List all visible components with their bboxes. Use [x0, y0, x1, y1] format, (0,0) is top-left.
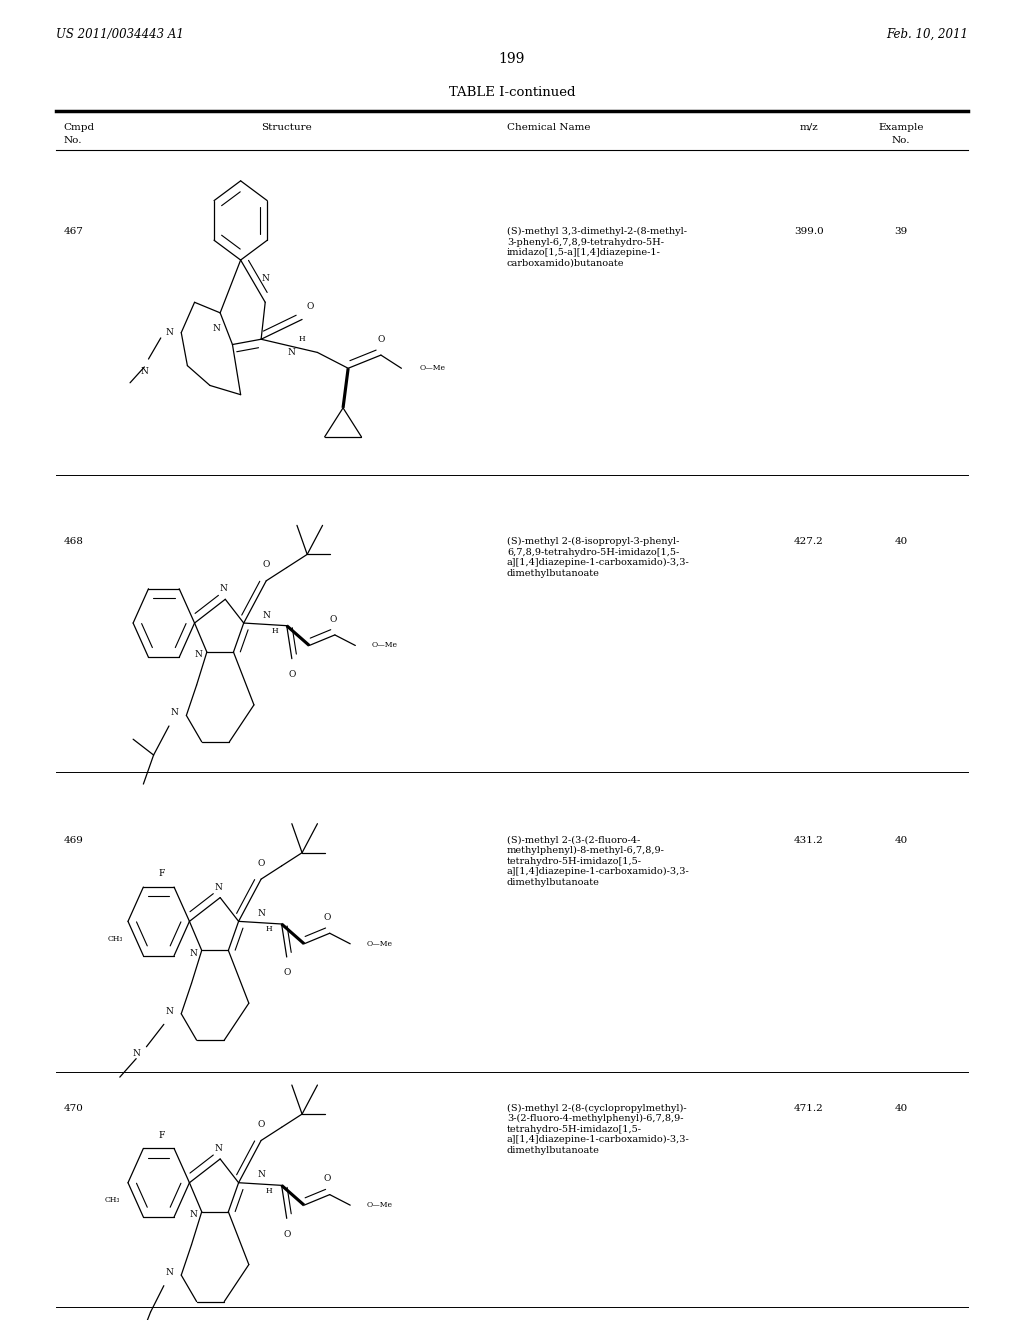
Text: 427.2: 427.2	[794, 537, 824, 546]
Text: N: N	[214, 1144, 222, 1152]
Text: N: N	[257, 909, 265, 917]
Text: 40: 40	[895, 537, 907, 546]
Text: H: H	[266, 925, 272, 933]
Text: 40: 40	[895, 1104, 907, 1113]
Text: 399.0: 399.0	[794, 227, 824, 236]
Text: 199: 199	[499, 53, 525, 66]
Text: N: N	[132, 1049, 140, 1057]
Text: N: N	[140, 367, 148, 376]
Text: O—Me: O—Me	[367, 940, 392, 948]
Text: CH₃: CH₃	[104, 1196, 121, 1204]
Text: Structure: Structure	[261, 123, 312, 132]
Text: N: N	[219, 585, 227, 593]
Text: Feb. 10, 2011: Feb. 10, 2011	[886, 28, 968, 41]
Text: Example: Example	[879, 123, 924, 132]
Text: US 2011/0034443 A1: US 2011/0034443 A1	[56, 28, 184, 41]
Text: F: F	[159, 870, 165, 878]
Text: O: O	[306, 302, 314, 310]
Text: 469: 469	[63, 836, 83, 845]
Text: (S)-methyl 2-(8-isopropyl-3-phenyl-
6,7,8,9-tetrahydro-5H-imidazo[1,5-
a][1,4]di: (S)-methyl 2-(8-isopropyl-3-phenyl- 6,7,…	[507, 537, 689, 578]
Text: N: N	[189, 949, 198, 957]
Text: CH₃: CH₃	[108, 935, 124, 942]
Text: (S)-methyl 2-(3-(2-fluoro-4-
methylphenyl)-8-methyl-6,7,8,9-
tetrahydro-5H-imida: (S)-methyl 2-(3-(2-fluoro-4- methylpheny…	[507, 836, 689, 887]
Text: 467: 467	[63, 227, 83, 236]
Text: N: N	[165, 329, 173, 337]
Text: TABLE I-continued: TABLE I-continued	[449, 86, 575, 99]
Text: N: N	[189, 1210, 198, 1218]
Text: H: H	[271, 627, 278, 635]
Text: O—Me: O—Me	[367, 1201, 392, 1209]
Text: H: H	[266, 1187, 272, 1195]
Text: O: O	[377, 335, 385, 343]
Text: m/z: m/z	[800, 123, 818, 132]
Text: N: N	[212, 325, 220, 333]
Text: O: O	[283, 1230, 291, 1238]
Text: 470: 470	[63, 1104, 83, 1113]
Text: No.: No.	[63, 136, 82, 145]
Text: O: O	[324, 1175, 332, 1183]
Text: H: H	[299, 335, 305, 343]
Text: N: N	[170, 709, 178, 717]
Text: N: N	[214, 883, 222, 891]
Text: 40: 40	[895, 836, 907, 845]
Text: N: N	[262, 611, 270, 619]
Text: Cmpd: Cmpd	[63, 123, 94, 132]
Text: No.: No.	[892, 136, 910, 145]
Text: N: N	[261, 275, 269, 282]
Text: O: O	[257, 859, 265, 867]
Text: (S)-methyl 2-(8-(cyclopropylmethyl)-
3-(2-fluoro-4-methylphenyl)-6,7,8,9-
tetrah: (S)-methyl 2-(8-(cyclopropylmethyl)- 3-(…	[507, 1104, 689, 1155]
Text: 39: 39	[895, 227, 907, 236]
Text: 431.2: 431.2	[794, 836, 824, 845]
Text: N: N	[195, 651, 203, 659]
Text: 468: 468	[63, 537, 83, 546]
Text: Chemical Name: Chemical Name	[507, 123, 591, 132]
Text: O—Me: O—Me	[420, 364, 445, 372]
Text: (S)-methyl 3,3-dimethyl-2-(8-methyl-
3-phenyl-6,7,8,9-tetrahydro-5H-
imidazo[1,5: (S)-methyl 3,3-dimethyl-2-(8-methyl- 3-p…	[507, 227, 687, 268]
Text: O: O	[283, 969, 291, 977]
Text: O: O	[288, 671, 296, 678]
Text: N: N	[165, 1269, 173, 1276]
Text: O: O	[324, 913, 332, 921]
Text: O—Me: O—Me	[372, 642, 397, 649]
Text: N: N	[288, 348, 296, 356]
Text: 471.2: 471.2	[794, 1104, 824, 1113]
Text: O: O	[262, 561, 270, 569]
Text: O: O	[329, 615, 337, 623]
Text: O: O	[257, 1121, 265, 1129]
Text: N: N	[257, 1171, 265, 1179]
Text: N: N	[165, 1007, 173, 1015]
Text: F: F	[159, 1131, 165, 1139]
